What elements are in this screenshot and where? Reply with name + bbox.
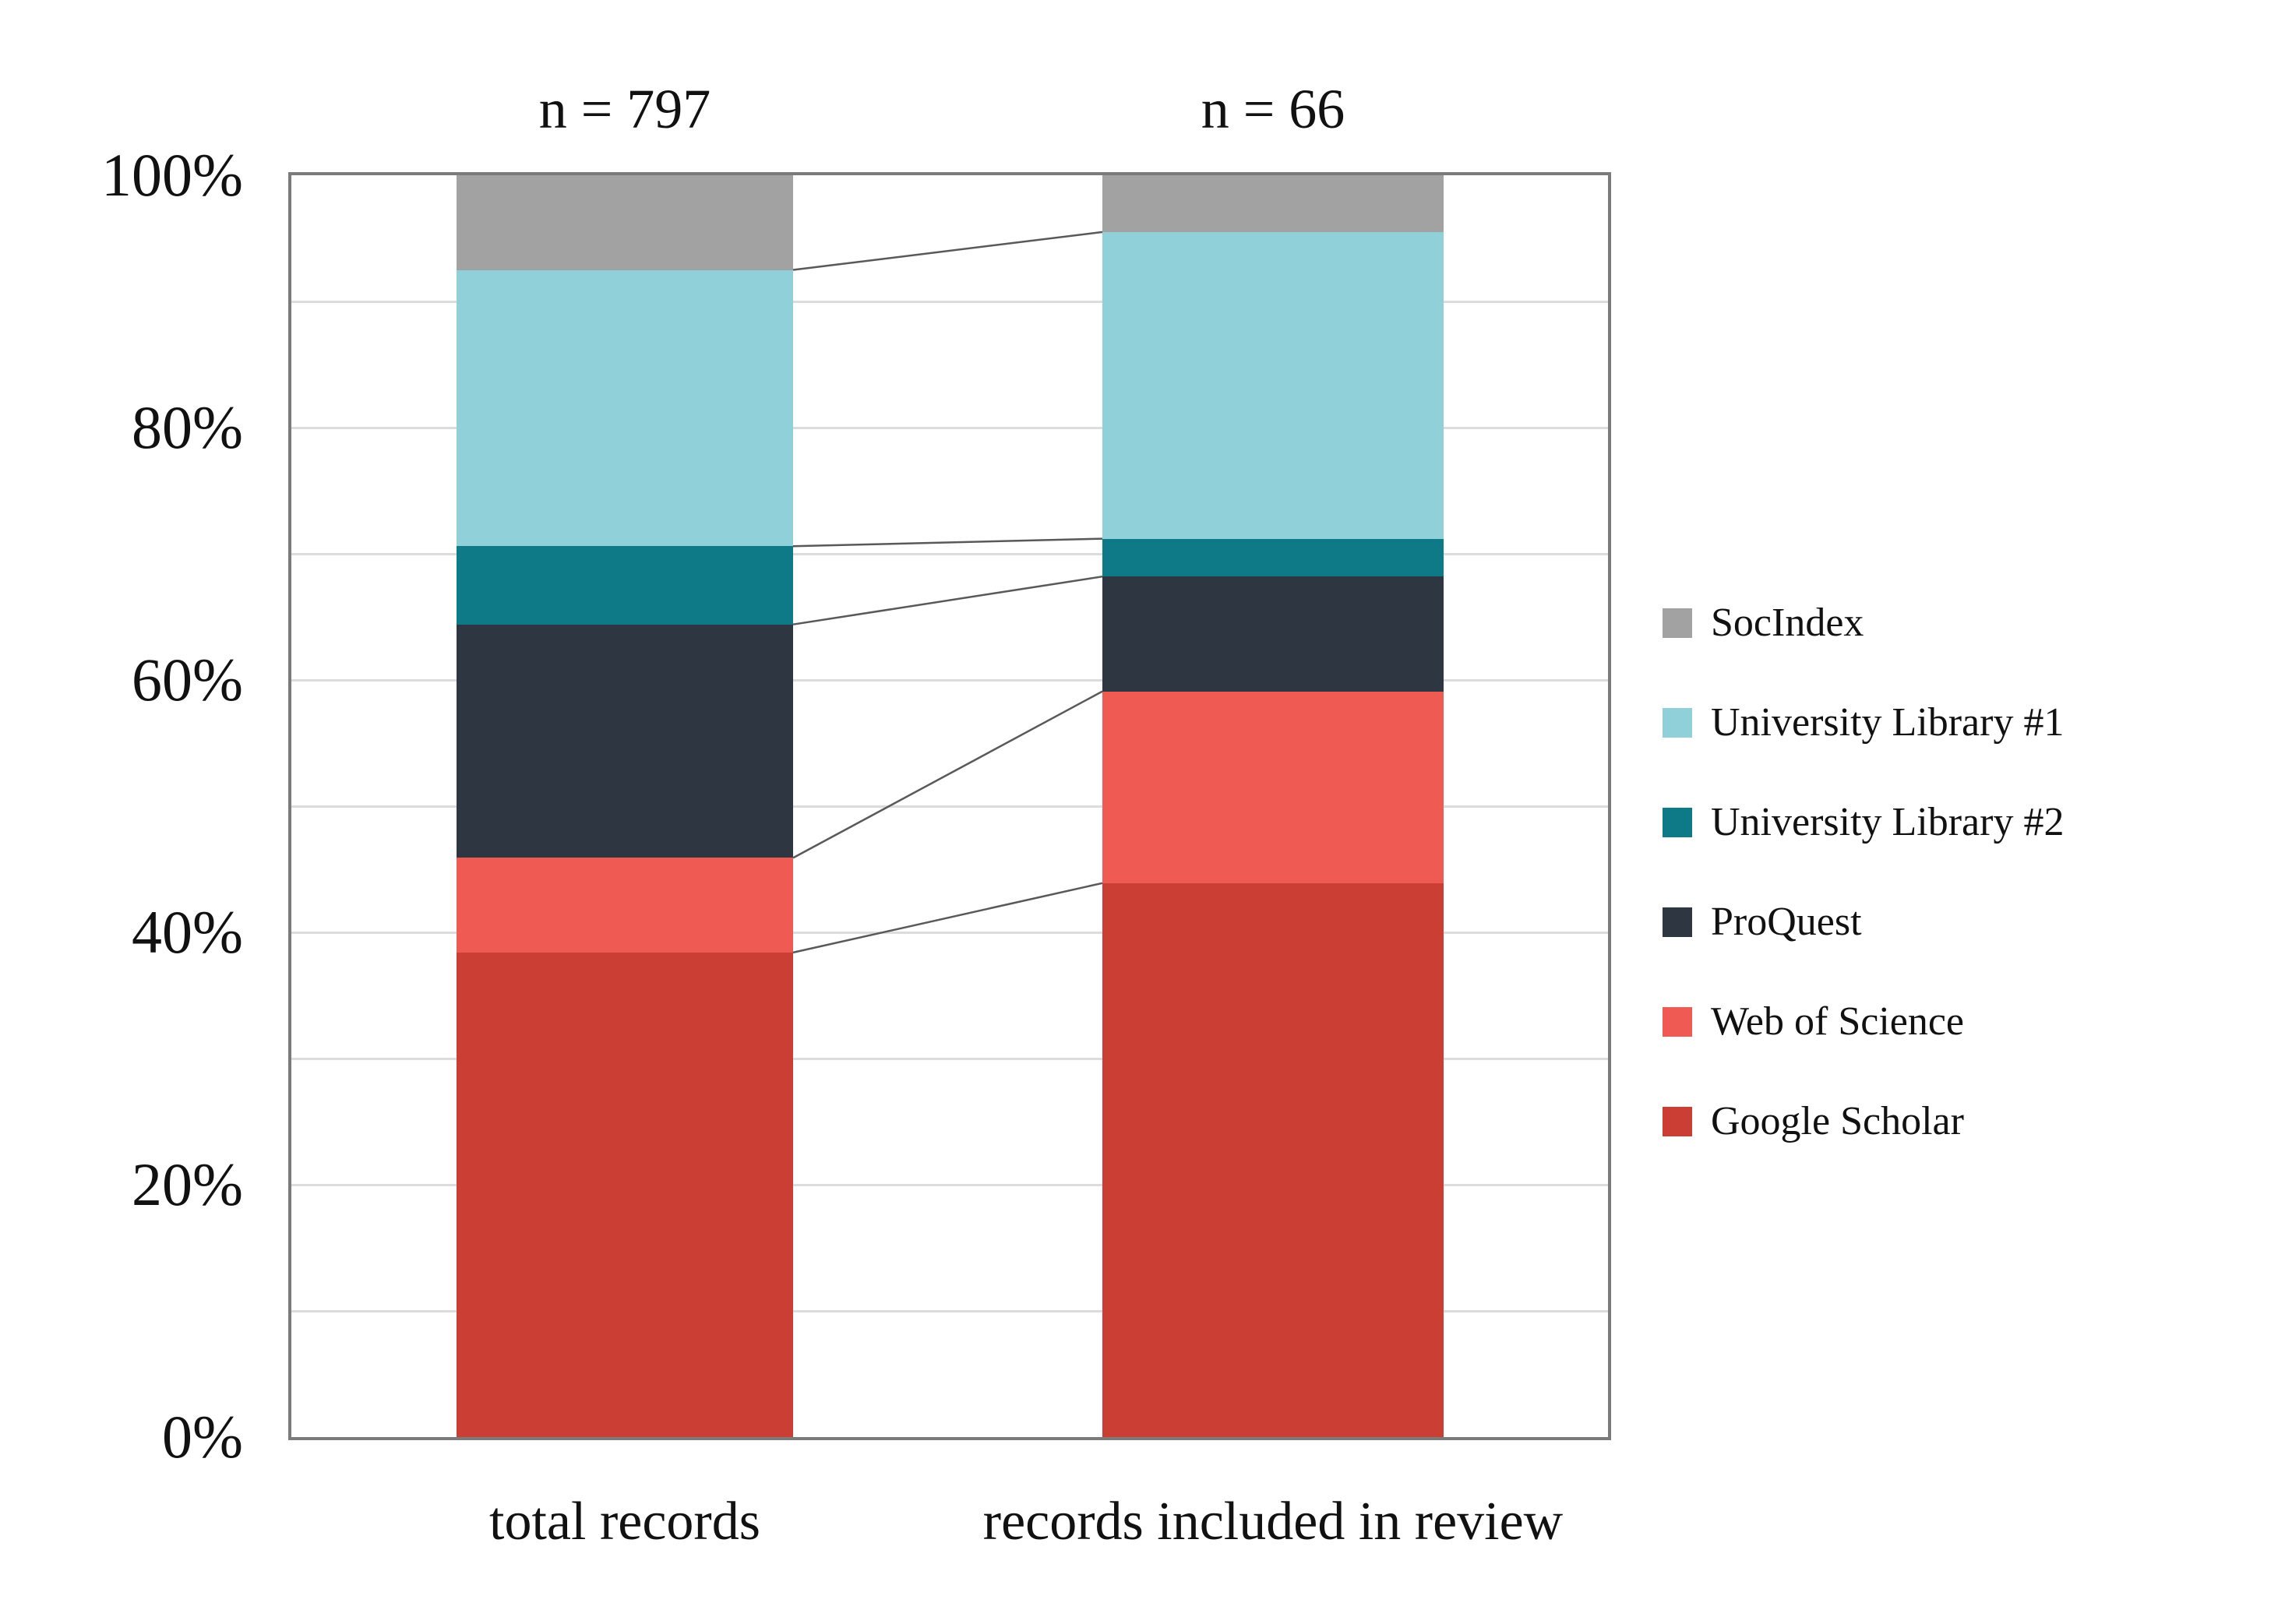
bar-annotation-total-records: n = 797 [538,78,711,140]
stacked-bar-records-included [1102,175,1444,1437]
bar-annotation-records-included: n = 66 [1201,78,1345,140]
legend-row-university-library-1: University Library #1 [1663,673,2064,773]
gridline [291,1183,1608,1186]
legend-label-google-scholar: Google Scholar [1711,1099,1964,1143]
connector-line [792,575,1103,625]
legend-label-university-library-2: University Library #2 [1711,800,2065,844]
gridline [291,300,1608,303]
legend-swatch-university-library-1 [1663,708,1692,738]
y-tick-label-0: 0% [162,1403,243,1471]
plot-area [288,172,1611,1440]
y-tick-label-60: 60% [132,646,243,713]
connector-line [792,537,1103,548]
segment-google-scholar [457,952,793,1437]
legend-row-university-library-2: University Library #2 [1663,773,2064,872]
gridline [291,1057,1608,1060]
legend-row-google-scholar: Google Scholar [1663,1072,2064,1171]
legend-label-socindex: SocIndex [1711,601,1864,645]
legend-label-web-of-science: Web of Science [1711,999,1964,1044]
legend-row-proquest: ProQuest [1663,872,2064,972]
segment-university-library-1 [457,269,793,547]
y-tick-label-80: 80% [132,393,243,461]
legend-swatch-university-library-2 [1663,808,1692,837]
segment-socindex [1102,175,1444,232]
segment-web-of-science [457,858,793,953]
legend-row-web-of-science: Web of Science [1663,972,2064,1072]
y-tick-label-100: 100% [101,141,243,209]
connector-line [792,690,1103,859]
legend-label-proquest: ProQuest [1711,900,1862,944]
segment-university-library-1 [1102,231,1444,539]
legend-swatch-web-of-science [1663,1007,1692,1037]
segment-university-library-2 [1102,538,1444,577]
legend-row-socindex: SocIndex [1663,573,2064,673]
y-tick-label-20: 20% [132,1150,243,1218]
gridline [291,678,1608,682]
segment-web-of-science [1102,691,1444,883]
stacked-bar-total-records [457,175,793,1437]
segment-proquest [457,624,793,858]
gridline [291,552,1608,555]
legend-label-university-library-1: University Library #1 [1711,700,2065,745]
segment-proquest [1102,576,1444,692]
legend-swatch-proquest [1663,907,1692,937]
x-axis-label-records-included: records included in review [982,1492,1564,1552]
segment-university-library-2 [457,546,793,625]
legend-swatch-google-scholar [1663,1107,1692,1136]
x-axis-label-total-records: total records [489,1492,760,1552]
connector-line [792,882,1103,954]
y-tick-label-40: 40% [132,898,243,966]
legend-swatch-socindex [1663,608,1692,638]
legend: SocIndex University Library #1 University … [1663,573,2064,1171]
gridline [291,426,1608,429]
segment-socindex [457,175,793,270]
segment-google-scholar [1102,882,1444,1437]
gridline [291,1309,1608,1312]
connector-line [792,231,1103,271]
